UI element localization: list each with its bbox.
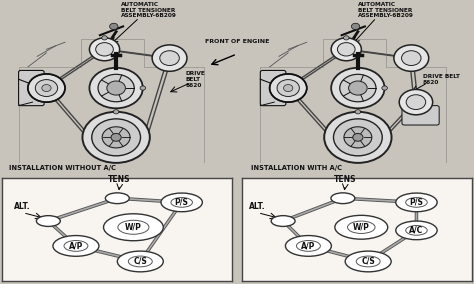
Text: INSTALLATION WITH A/C: INSTALLATION WITH A/C <box>251 165 342 171</box>
Circle shape <box>161 193 202 212</box>
Circle shape <box>103 214 163 241</box>
Circle shape <box>36 216 60 226</box>
Circle shape <box>277 80 300 97</box>
Circle shape <box>270 74 307 102</box>
Circle shape <box>406 198 427 207</box>
Text: ALT.: ALT. <box>14 202 30 211</box>
Circle shape <box>334 119 382 156</box>
Text: FRONT OF ENGINE: FRONT OF ENGINE <box>205 39 269 44</box>
Circle shape <box>107 81 126 95</box>
Circle shape <box>331 68 384 108</box>
Circle shape <box>102 127 130 148</box>
Circle shape <box>53 235 99 256</box>
Text: INSTALLATION WITHOUT A/C: INSTALLATION WITHOUT A/C <box>9 165 116 171</box>
Circle shape <box>344 127 372 148</box>
Circle shape <box>160 51 179 66</box>
Circle shape <box>348 81 367 95</box>
Circle shape <box>35 80 58 97</box>
Circle shape <box>118 220 149 234</box>
Circle shape <box>382 86 387 90</box>
Circle shape <box>113 110 119 114</box>
Text: DRIVE BELT
8620: DRIVE BELT 8620 <box>423 74 460 85</box>
Circle shape <box>171 198 192 207</box>
Circle shape <box>353 133 363 141</box>
Circle shape <box>42 85 51 91</box>
Circle shape <box>28 74 65 102</box>
Text: P/S: P/S <box>410 198 423 207</box>
Circle shape <box>401 51 421 66</box>
Text: A/P: A/P <box>301 241 316 250</box>
FancyBboxPatch shape <box>260 70 286 106</box>
Text: A/C: A/C <box>410 226 424 235</box>
Text: ALT.: ALT. <box>249 202 265 211</box>
Circle shape <box>340 74 376 102</box>
Circle shape <box>109 23 118 30</box>
Circle shape <box>355 110 361 114</box>
Text: W/P: W/P <box>125 223 142 232</box>
Circle shape <box>296 241 320 251</box>
Circle shape <box>406 225 427 235</box>
Text: DRIVE
BELT
8620: DRIVE BELT 8620 <box>186 71 206 87</box>
Circle shape <box>82 112 150 163</box>
Circle shape <box>394 45 428 71</box>
Text: TENS: TENS <box>334 175 356 184</box>
Text: AUTOMATIC
BELT TENSIONER
ASSEMBLY-6B209: AUTOMATIC BELT TENSIONER ASSEMBLY-6B209 <box>121 2 177 18</box>
Circle shape <box>335 215 388 239</box>
FancyBboxPatch shape <box>18 70 44 106</box>
Text: W/P: W/P <box>353 223 370 232</box>
Circle shape <box>102 36 107 40</box>
Circle shape <box>331 38 361 61</box>
Circle shape <box>331 193 355 204</box>
Circle shape <box>406 95 426 110</box>
Circle shape <box>396 193 437 212</box>
Circle shape <box>345 251 391 272</box>
Circle shape <box>90 38 119 61</box>
Circle shape <box>128 256 152 267</box>
Circle shape <box>96 43 113 56</box>
Circle shape <box>351 23 360 30</box>
Circle shape <box>324 112 392 163</box>
Circle shape <box>344 36 349 40</box>
Text: C/S: C/S <box>361 257 375 266</box>
Text: AUTOMATIC
BELT TENSIONER
ASSEMBLY-6B209: AUTOMATIC BELT TENSIONER ASSEMBLY-6B209 <box>358 2 414 18</box>
Text: C/S: C/S <box>133 257 147 266</box>
Circle shape <box>396 221 437 240</box>
Text: A/P: A/P <box>69 241 83 250</box>
Circle shape <box>92 119 140 156</box>
Circle shape <box>111 133 121 141</box>
Circle shape <box>140 86 146 90</box>
Circle shape <box>356 256 380 267</box>
Circle shape <box>152 45 187 71</box>
Circle shape <box>105 193 129 204</box>
Circle shape <box>90 68 143 108</box>
Circle shape <box>285 235 331 256</box>
Circle shape <box>64 241 88 251</box>
FancyBboxPatch shape <box>402 106 439 125</box>
Circle shape <box>117 251 163 272</box>
Circle shape <box>283 85 293 91</box>
Circle shape <box>347 221 375 233</box>
Circle shape <box>271 216 295 226</box>
Circle shape <box>98 74 134 102</box>
Circle shape <box>337 43 355 56</box>
Text: P/S: P/S <box>175 198 189 207</box>
Circle shape <box>399 89 433 115</box>
Text: TENS: TENS <box>108 175 131 184</box>
